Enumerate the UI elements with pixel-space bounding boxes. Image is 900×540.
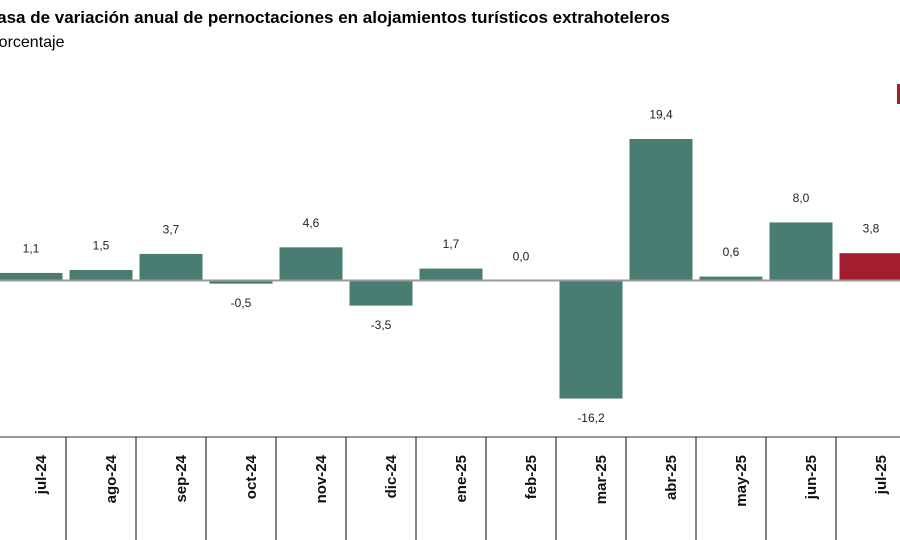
data-label-oct-24: -0,5 [231,296,252,310]
tick-label-jul-25: jul-25 [873,455,890,495]
tick-label-jul-24: jul-24 [33,454,50,495]
data-label-jul-25: 3,8 [863,222,880,236]
data-label-feb-25: 0,0 [513,250,530,264]
tick-label-ene-25: ene-25 [453,455,470,503]
bar-mar-25 [558,280,624,400]
bar-jul-24 [0,271,64,281]
tick-label-feb-25: feb-25 [523,455,540,499]
bar-dic-24 [348,280,414,307]
data-label-ene-25: 1,7 [443,237,460,251]
legend-marker [897,84,900,104]
tick-label-abr-25: abr-25 [663,455,680,500]
tick-label-oct-24: oct-24 [243,454,260,499]
bar-jun-25 [768,221,834,282]
chart-subtitle: Porcentaje [0,34,65,51]
tick-label-ago-24: ago-24 [103,454,120,503]
tick-label-jun-25: jun-25 [803,455,820,500]
tick-label-mar-25: mar-25 [593,455,610,504]
data-label-abr-25: 19,4 [649,107,673,121]
data-label-dic-24: -3,5 [371,318,392,332]
chart-title: Tasa de variación anual de pernoctacione… [0,8,670,27]
bar-ene-25 [418,267,484,281]
tick-label-may-25: may-25 [733,455,750,507]
data-label-sep-24: 3,7 [163,222,180,236]
data-label-nov-24: 4,6 [303,216,320,230]
tick-label-nov-24: nov-24 [313,454,330,503]
bar-ago-24 [68,269,134,281]
data-label-mar-25: -16,2 [577,411,605,425]
data-label-jul-24: 1,1 [23,241,40,255]
tick-label-sep-24: sep-24 [173,454,190,502]
bar-abr-25 [628,137,694,281]
data-label-jun-25: 8,0 [793,191,810,205]
tick-label-dic-24: dic-24 [383,454,400,498]
data-label-ago-24: 1,5 [93,239,110,253]
bar-jul-25 [838,252,900,282]
data-label-may-25: 0,6 [723,245,740,259]
bar-nov-24 [278,246,344,282]
bar-sep-24 [138,252,204,281]
